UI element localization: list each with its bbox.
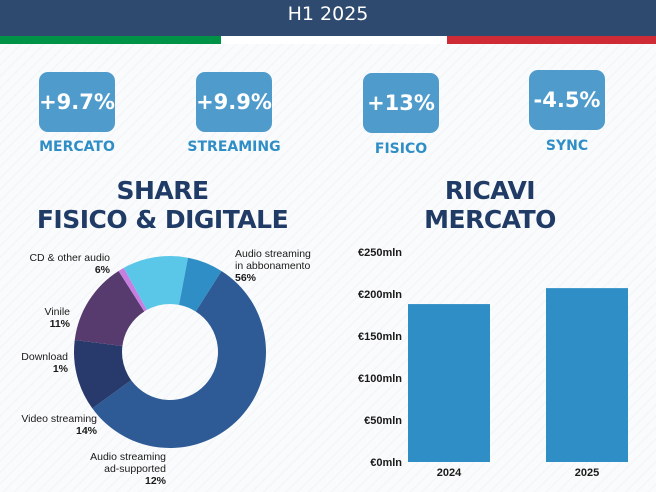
kpi-sync-label: SYNC	[545, 138, 589, 154]
revenue-title-line1: RICAVI	[444, 176, 536, 205]
label-audio-ad-pct: 12%	[144, 475, 166, 487]
label-vinile-pct: 11%	[49, 318, 70, 330]
label-audio-subscription-line2: in abbonamento	[235, 260, 311, 272]
donut-slice-vinile	[123, 256, 188, 310]
label-audio-subscription-pct: 56%	[235, 272, 257, 284]
label-vinile-line1: Vinile	[44, 306, 71, 318]
label-audio-ad-line1: Audio streaming	[90, 451, 166, 463]
revenue-bar-chart: €0mln €50mln €100mln €150mln €200mln €250mln 2…	[358, 247, 628, 479]
kpi-fisico-label: FISICO	[374, 141, 428, 157]
kpi-mercato-value: +9.7%	[39, 72, 115, 132]
label-video-streaming-pct: 14%	[75, 425, 97, 437]
donut-slice-download	[118, 267, 147, 312]
page-title: H1 2025	[287, 3, 369, 25]
flag-stripe-red	[447, 36, 656, 44]
y-tick-label: €50mln	[364, 415, 402, 427]
label-cd-other-line1: CD & other audio	[29, 252, 110, 264]
label-cd-other-pct: 6%	[94, 264, 110, 276]
label-video-streaming-line1: Video streaming	[21, 413, 97, 425]
y-tick-label: €250mln	[358, 247, 402, 259]
label-download: Download 1%	[8, 351, 68, 375]
share-title-line1: SHARE	[116, 176, 209, 205]
x-tick-label: 2024	[437, 467, 462, 479]
donut-slice-video-streaming	[74, 270, 145, 346]
donut-slice-audio-subscription	[92, 270, 266, 448]
label-download-pct: 1%	[52, 363, 68, 375]
kpi-streaming-value: +9.9%	[196, 72, 272, 132]
label-audio-ad-line2: ad-supported	[104, 463, 166, 475]
label-video-streaming: Video streaming 14%	[4, 413, 97, 437]
y-tick-label: €200mln	[358, 289, 402, 301]
x-tick-label: 2025	[575, 467, 599, 479]
label-vinile: Vinile 11%	[18, 306, 71, 330]
kpi-sync-value: -4.5%	[529, 70, 605, 130]
label-download-line1: Download	[21, 351, 68, 363]
flag-stripe-green	[0, 36, 221, 44]
bar-2024	[408, 304, 490, 462]
label-audio-subscription: Audio streaming in abbonamento 56%	[235, 248, 311, 284]
bar-2025	[546, 288, 628, 462]
y-tick-label: €100mln	[358, 373, 402, 385]
header-bar: H1 2025	[0, 0, 656, 36]
label-audio-subscription-line1: Audio streaming	[235, 248, 311, 260]
label-cd-other: CD & other audio 6%	[18, 252, 110, 276]
revenue-title: RICAVI MERCATO	[380, 176, 600, 234]
kpi-mercato-label: MERCATO	[39, 139, 115, 155]
donut-slice-audio-ad	[74, 339, 132, 409]
share-title: SHARE FISICO & DIGITALE	[20, 176, 305, 234]
y-tick-label: €150mln	[358, 331, 402, 343]
share-donut-chart	[74, 256, 266, 448]
y-tick-label: €0mln	[370, 457, 402, 469]
kpi-streaming-label: STREAMING	[187, 139, 281, 155]
label-audio-ad: Audio streaming ad-supported 12%	[74, 451, 166, 487]
donut-slice-cd-other	[178, 257, 222, 312]
share-title-line2: FISICO & DIGITALE	[36, 205, 289, 234]
kpi-fisico-value: +13%	[363, 73, 439, 133]
revenue-title-line2: MERCATO	[424, 205, 556, 234]
flag-stripe-white	[221, 36, 447, 44]
